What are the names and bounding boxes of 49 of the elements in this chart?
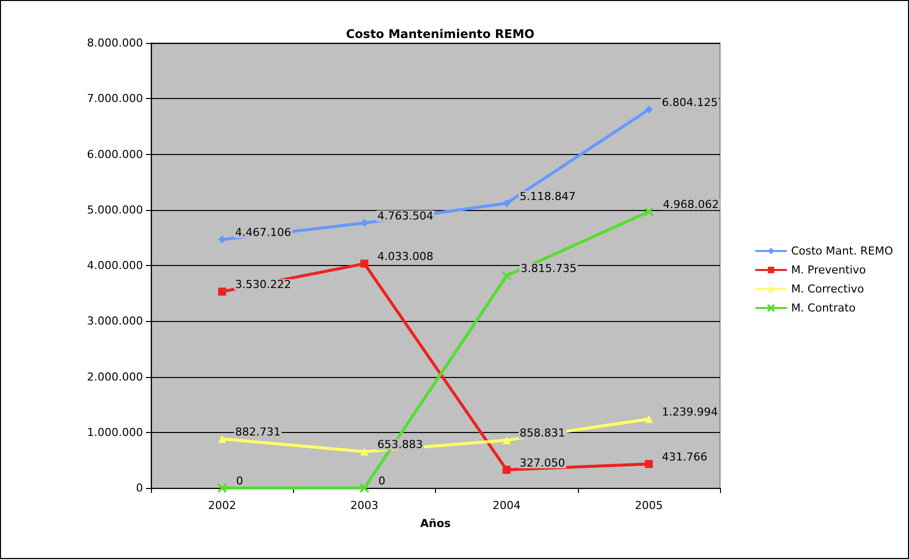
data-label: 3.530.222 xyxy=(235,278,292,292)
point xyxy=(502,436,511,444)
legend-label: M. Preventivo xyxy=(791,264,866,276)
y-tick-label: 1.000.000 xyxy=(87,426,143,439)
point xyxy=(644,415,653,424)
data-label: 4.467.106 xyxy=(235,226,292,240)
data-label: 4.968.062 xyxy=(662,198,719,212)
y-tick-label: 5.000.000 xyxy=(87,203,143,216)
data-label: 4.033.008 xyxy=(377,250,434,264)
y-tick-label: 2.000.000 xyxy=(87,370,143,384)
x-axis-title: Años xyxy=(420,517,452,530)
x-tick-label: 2005 xyxy=(634,499,663,512)
y-tick-label: 6.000.000 xyxy=(87,148,143,161)
point xyxy=(360,260,368,268)
data-label: 882.731 xyxy=(235,425,281,438)
x-tick-label: 2002 xyxy=(208,499,236,512)
data-label: 3.815.735 xyxy=(520,262,577,276)
data-label: 653.883 xyxy=(377,438,423,452)
data-label: 0 xyxy=(378,474,386,488)
x-tick-label: 2003 xyxy=(350,499,378,512)
point xyxy=(359,483,370,493)
point xyxy=(502,270,512,281)
legend-label: Costo Mant. REMO xyxy=(791,244,894,258)
data-label: 431.766 xyxy=(662,450,708,464)
point xyxy=(644,460,653,468)
point xyxy=(360,448,368,456)
point xyxy=(502,466,511,474)
data-label: 858.831 xyxy=(520,426,566,440)
point xyxy=(218,288,226,296)
data-label: 0 xyxy=(236,474,244,488)
chart-title: Costo Mantenimiento REMO xyxy=(346,27,535,41)
data-label: 4.763.504 xyxy=(377,210,434,223)
point xyxy=(218,434,226,443)
y-tick-label: 0 xyxy=(136,482,143,494)
point xyxy=(217,483,228,493)
point xyxy=(644,106,653,114)
x-tick-label: 2004 xyxy=(492,499,521,512)
data-label: 6.804.125 xyxy=(662,96,718,110)
y-tick-label: 7.000.000 xyxy=(87,92,143,106)
data-label: 5.118.847 xyxy=(520,190,576,203)
data-label: 1.239.994 xyxy=(662,406,718,419)
y-tick-label: 3.000.000 xyxy=(87,314,143,328)
legend-label: M. Contrato xyxy=(791,302,856,314)
point xyxy=(644,206,654,217)
legend-label: M. Correctivo xyxy=(791,282,864,296)
data-label: 327.050 xyxy=(520,456,566,470)
y-tick-label: 4.000.000 xyxy=(87,259,143,272)
point xyxy=(502,199,511,208)
y-tick-label: 8.000.000 xyxy=(87,36,143,50)
